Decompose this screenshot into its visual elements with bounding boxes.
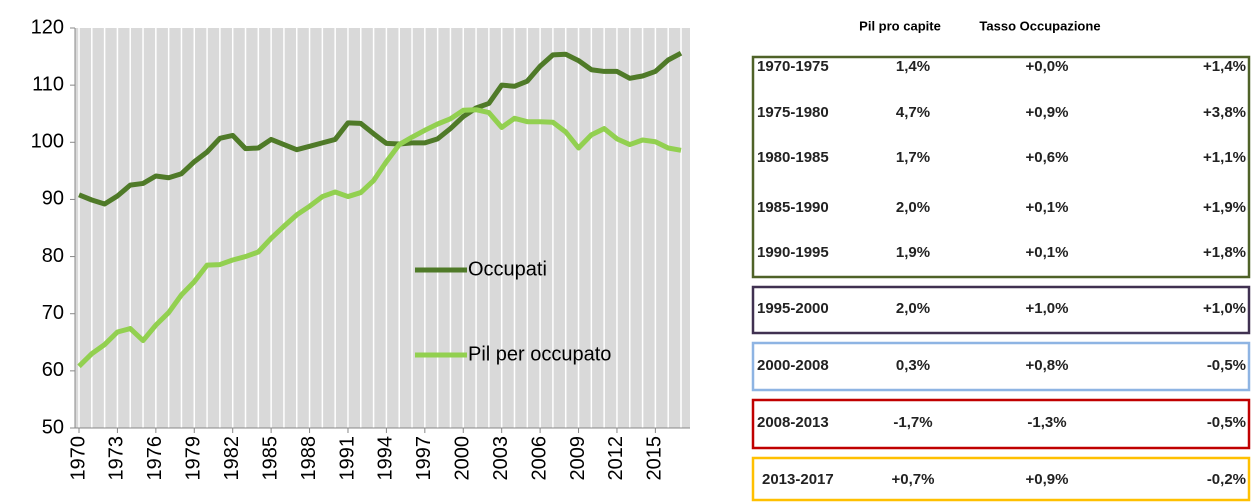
- y-tick-label: 70: [42, 302, 64, 324]
- value-cell: 1,7%: [896, 149, 930, 166]
- x-tick-label: 2012: [605, 436, 627, 481]
- period-cell: 1980-1985: [757, 149, 829, 166]
- group-box: [751, 456, 1251, 502]
- group-box: [751, 398, 1251, 450]
- value-cell: 1,9%: [896, 244, 930, 261]
- y-tick-label: 90: [42, 188, 64, 210]
- x-tick-label: 1970: [67, 436, 89, 481]
- value-cell: +1,0%: [1203, 300, 1246, 317]
- x-tick-label: 1973: [106, 436, 128, 481]
- x-tick-label: 1982: [221, 436, 243, 481]
- legend-label: Occupati: [468, 258, 547, 280]
- x-tick-label: 1988: [298, 436, 320, 481]
- x-tick-label: 1985: [259, 436, 281, 481]
- table-header: Tasso Occupazione: [979, 18, 1100, 33]
- x-tick-label: 1976: [144, 436, 166, 481]
- value-cell: +0,1%: [1026, 199, 1069, 216]
- value-cell: 2,0%: [896, 199, 930, 216]
- series-line: [78, 50, 683, 207]
- y-tick-label: 50: [42, 416, 64, 438]
- x-tick-label: 2000: [452, 436, 474, 481]
- period-cell: 2008-2013: [757, 414, 829, 431]
- value-cell: 1,4%: [896, 58, 930, 75]
- value-cell: +1,0%: [1026, 300, 1069, 317]
- x-tick-label: 2006: [528, 436, 550, 481]
- value-cell: -0,5%: [1207, 414, 1246, 431]
- legend-label: Pil per occupato: [468, 343, 611, 365]
- y-tick-label: 120: [31, 16, 64, 38]
- value-cell: +1,1%: [1203, 149, 1246, 166]
- x-tick-label: 1979: [183, 436, 205, 481]
- value-cell: +1,8%: [1203, 244, 1246, 261]
- value-cell: 2,0%: [896, 300, 930, 317]
- value-cell: -1,7%: [893, 414, 932, 431]
- x-tick-label: 1991: [336, 436, 358, 481]
- x-tick-label: 1997: [413, 436, 435, 481]
- series-line: [77, 107, 682, 369]
- value-cell: -1,3%: [1027, 414, 1066, 431]
- y-tick-label: 100: [31, 131, 64, 153]
- value-cell: +0,0%: [1026, 58, 1069, 75]
- value-cell: +3,8%: [1203, 104, 1246, 121]
- period-cell: 1995-2000: [757, 300, 829, 317]
- value-cell: 4,7%: [896, 104, 930, 121]
- value-cell: +1,9%: [1203, 199, 1246, 216]
- period-cell: 1990-1995: [757, 244, 829, 261]
- value-cell: +0,6%: [1026, 149, 1069, 166]
- value-cell: +1,4%: [1203, 58, 1246, 75]
- table-header: Pil pro capite: [859, 18, 941, 33]
- value-cell: 0,3%: [896, 357, 930, 374]
- value-cell: +0,1%: [1026, 244, 1069, 261]
- period-cell: 1975-1980: [757, 104, 829, 121]
- x-tick-label: 2015: [644, 436, 666, 481]
- x-tick-label: 1994: [375, 436, 397, 481]
- x-tick-label: 2003: [490, 436, 512, 481]
- period-cell: 2013-2017: [762, 471, 834, 488]
- period-cell: 1970-1975: [757, 58, 829, 75]
- group-box: [751, 285, 1251, 335]
- value-cell: +0,9%: [1026, 471, 1069, 488]
- value-cell: -0,5%: [1207, 357, 1246, 374]
- x-tick-label: 2009: [567, 436, 589, 481]
- group-box: [751, 341, 1251, 392]
- plot-background: [75, 28, 690, 428]
- y-tick-label: 110: [32, 73, 64, 95]
- group-box: [751, 55, 1251, 279]
- period-cell: 1985-1990: [757, 199, 829, 216]
- value-cell: +0,8%: [1026, 357, 1069, 374]
- value-cell: +0,7%: [892, 471, 935, 488]
- y-tick-label: 60: [42, 359, 64, 381]
- period-cell: 2000-2008: [757, 357, 829, 374]
- y-tick-label: 80: [42, 245, 64, 267]
- value-cell: +0,9%: [1026, 104, 1069, 121]
- value-cell: -0,2%: [1207, 471, 1246, 488]
